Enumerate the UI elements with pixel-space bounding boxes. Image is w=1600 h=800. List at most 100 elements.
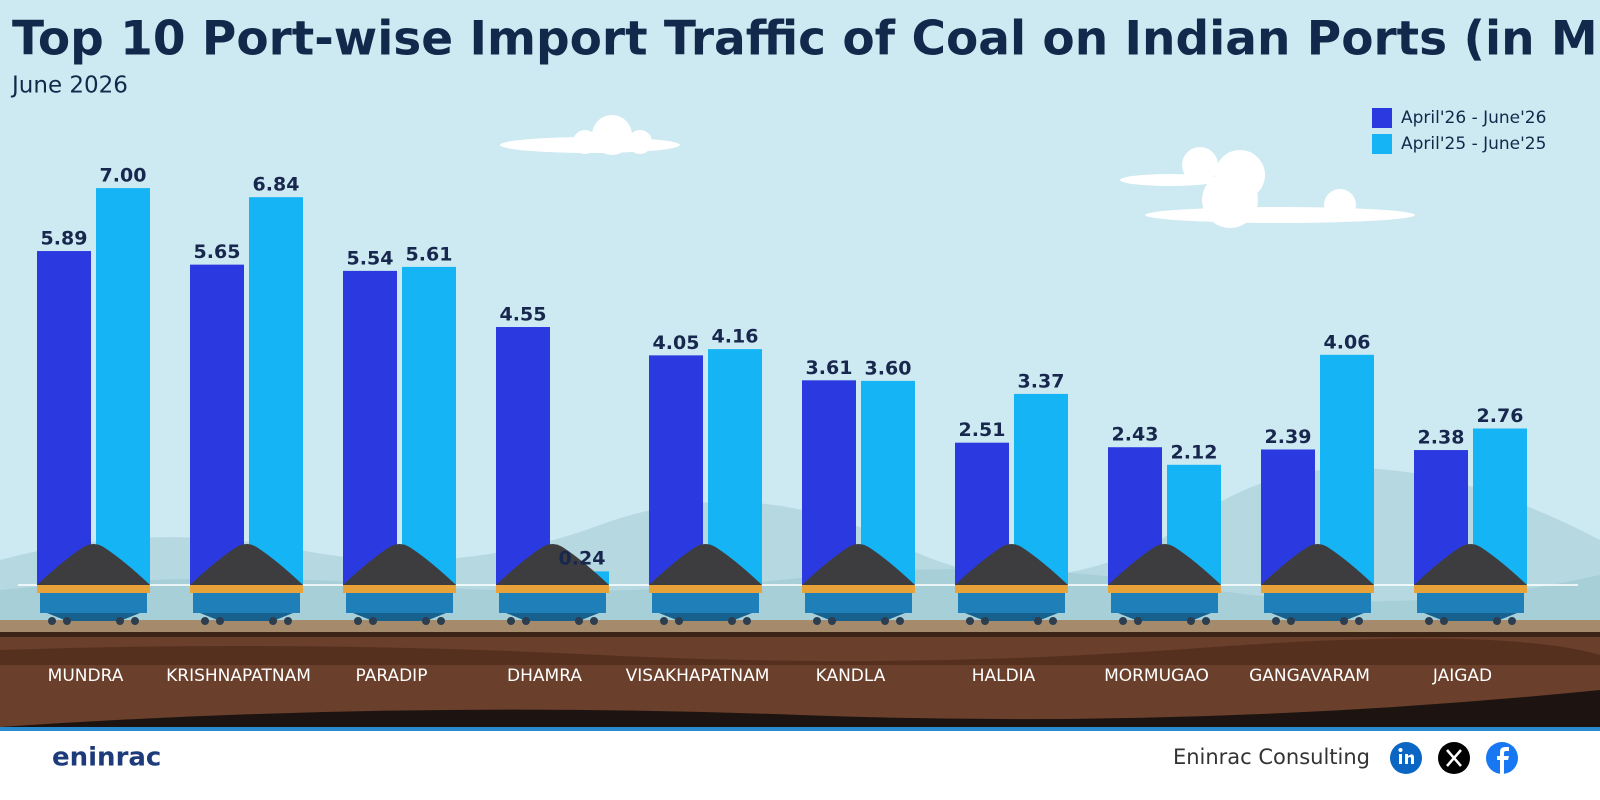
value-label: 5.54 [347, 247, 394, 269]
track-bed [0, 620, 1600, 635]
bar [190, 264, 244, 585]
coal-pile [1414, 544, 1527, 585]
wheel [131, 617, 139, 625]
value-label: 4.16 [712, 326, 759, 348]
value-label: 3.61 [806, 357, 853, 379]
coal-pile [190, 544, 303, 585]
wheel [216, 617, 224, 625]
value-label: 5.65 [194, 241, 241, 263]
wheel [1272, 617, 1280, 625]
wagon-rim [802, 585, 915, 593]
wagon-rim [496, 585, 609, 593]
wheel [575, 617, 583, 625]
wheel [728, 617, 736, 625]
wheel [1340, 617, 1348, 625]
wagon-body [805, 593, 912, 613]
facebook-icon[interactable] [1486, 742, 1518, 774]
wheel [1134, 617, 1142, 625]
wagon-body [958, 593, 1065, 613]
coal-pile [955, 544, 1068, 585]
x-tick-label: HALDIA [972, 666, 1036, 686]
wheel [981, 617, 989, 625]
value-label: 7.00 [100, 165, 147, 187]
wagon-rim [190, 585, 303, 593]
value-label: 5.61 [406, 243, 453, 265]
wheel [1034, 617, 1042, 625]
rail [0, 632, 1600, 637]
wagon-body [193, 593, 300, 613]
value-label: 2.76 [1477, 405, 1524, 427]
wheel [675, 617, 683, 625]
wheel [1425, 617, 1433, 625]
coal-pile [1261, 544, 1374, 585]
value-label: 3.37 [1018, 370, 1065, 392]
value-label: 2.43 [1112, 424, 1159, 446]
wagon-rim [955, 585, 1068, 593]
brand: Eninrac Consulting [1173, 745, 1370, 769]
wheel [590, 617, 598, 625]
wheel [522, 617, 530, 625]
wheel [1187, 617, 1195, 625]
wheel [1119, 617, 1127, 625]
value-label: 4.55 [500, 304, 547, 326]
value-label: 3.60 [865, 357, 912, 379]
bar [708, 349, 762, 585]
wheel [284, 617, 292, 625]
value-label: 2.12 [1171, 441, 1218, 463]
wheel [369, 617, 377, 625]
x-icon[interactable] [1438, 742, 1470, 774]
wheel [743, 617, 751, 625]
chart-subtitle: June 2026 [10, 73, 128, 99]
wheel [1493, 617, 1501, 625]
wheel [116, 617, 124, 625]
value-label: 2.39 [1265, 426, 1312, 448]
value-label: 2.38 [1418, 427, 1465, 449]
wheel [881, 617, 889, 625]
wheel [813, 617, 821, 625]
ground-layer [0, 638, 1600, 665]
wagon-body [1417, 593, 1524, 613]
bar [1320, 354, 1374, 585]
ground-dark [0, 690, 1600, 727]
coal-pile [1108, 544, 1221, 585]
x-tick-label: MUNDRA [48, 666, 124, 686]
coal-pile [496, 544, 609, 585]
wagon-body [652, 593, 759, 613]
wheel [201, 617, 209, 625]
chart-title: Top 10 Port-wise Import Traffic of Coal … [12, 12, 1600, 67]
wagon-body [499, 593, 606, 613]
x-tick-label: KANDLA [816, 666, 886, 686]
value-label: 2.51 [959, 419, 1006, 441]
value-label: 5.89 [41, 228, 88, 250]
bar [343, 270, 397, 585]
wheel [63, 617, 71, 625]
legend-label: April'26 - June'26 [1401, 108, 1546, 128]
wheel [354, 617, 362, 625]
legend-swatch [1372, 134, 1392, 154]
value-label: 4.06 [1324, 331, 1371, 353]
x-tick-label: KRISHNAPATNAM [166, 666, 311, 686]
wheel [896, 617, 904, 625]
coal-pile [37, 544, 150, 585]
wheel [437, 617, 445, 625]
wagon-rim [1414, 585, 1527, 593]
linkedin-icon[interactable] [1390, 742, 1422, 774]
wheel [828, 617, 836, 625]
x-tick-label: DHAMRA [507, 666, 582, 686]
wagon-rim [649, 585, 762, 593]
x-tick-label: VISAKHAPATNAM [626, 666, 770, 686]
bar [37, 251, 91, 586]
wheel [1508, 617, 1516, 625]
legend-label: April'25 - June'25 [1401, 134, 1546, 154]
footer [0, 731, 1600, 800]
legend-swatch [1372, 108, 1392, 128]
wheel [1287, 617, 1295, 625]
value-label: 4.05 [653, 332, 700, 354]
wheel [966, 617, 974, 625]
wheel [269, 617, 277, 625]
wheel [422, 617, 430, 625]
value-label: 6.84 [253, 174, 300, 196]
wheel [1440, 617, 1448, 625]
coal-pile [802, 544, 915, 585]
